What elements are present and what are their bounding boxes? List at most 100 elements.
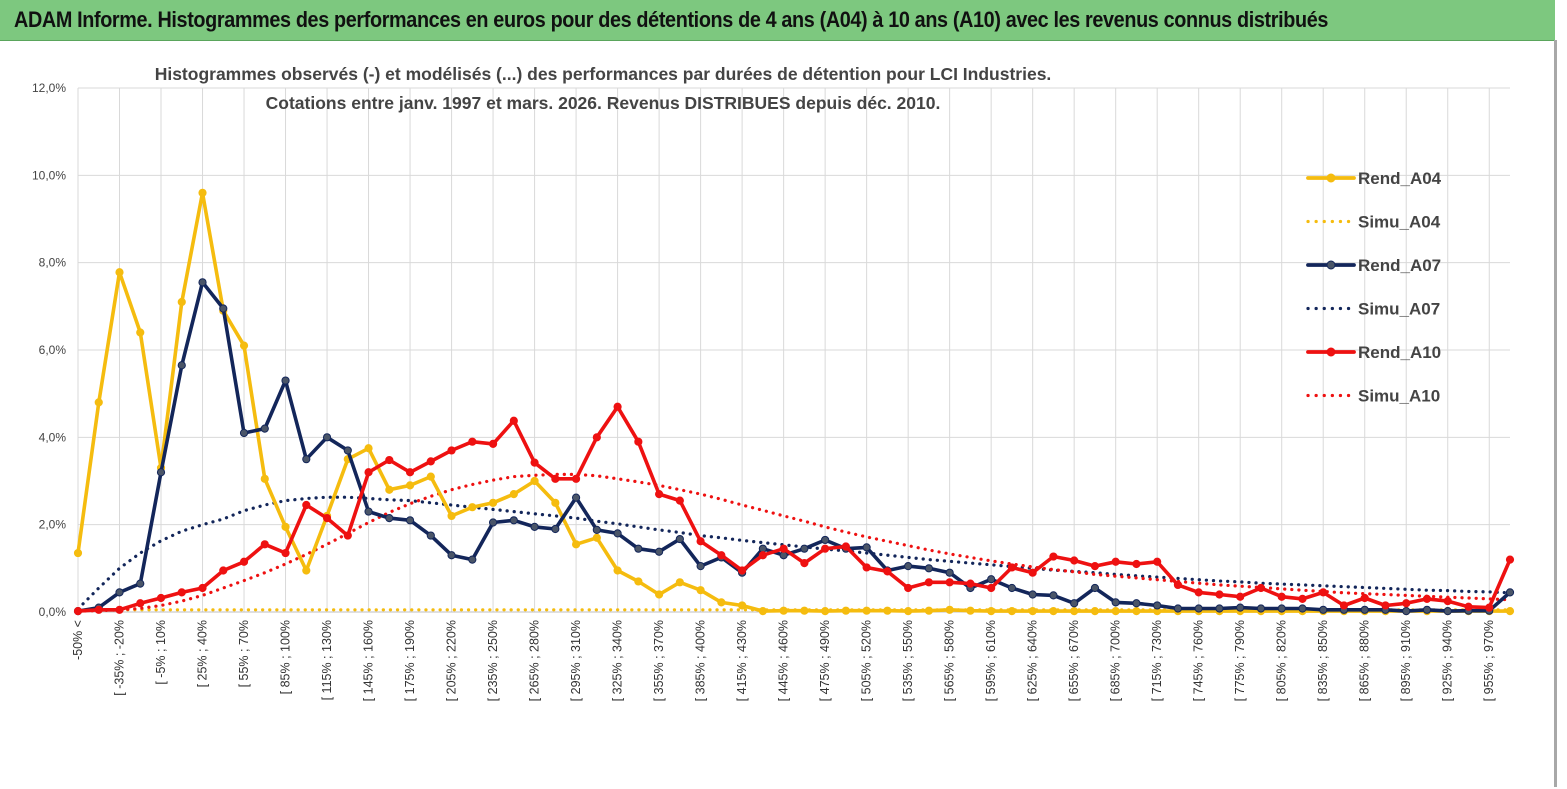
data-point-rend-a07: [260, 424, 269, 433]
x-tick-label: [ 235% ; 250%: [486, 620, 500, 701]
data-point-rend-a10: [364, 468, 373, 477]
data-point-rend-a10: [1028, 568, 1037, 577]
data-point-rend-a10: [1443, 596, 1452, 606]
data-point-rend-a10: [551, 474, 560, 483]
data-point-rend-a07: [198, 278, 207, 287]
legend-label: Simu_A04: [1358, 213, 1441, 232]
data-point-rend-a04: [1007, 607, 1017, 616]
data-point-rend-a07: [1070, 599, 1079, 608]
data-point-rend-a10: [385, 455, 394, 465]
data-point-rend-a10: [613, 402, 622, 411]
data-point-rend-a10: [1402, 599, 1411, 608]
x-tick-label: [ 715% ; 730%: [1150, 620, 1164, 701]
data-point-rend-a07: [1049, 591, 1058, 600]
data-point-rend-a10: [1070, 556, 1079, 565]
data-point-rend-a07: [364, 507, 373, 516]
data-point-rend-a04: [447, 511, 456, 521]
x-tick-label: [ 355% ; 370%: [652, 620, 666, 701]
y-tick-label: 8,0%: [39, 256, 67, 270]
report-banner: ADAM Informe. Histogrammes des performan…: [0, 0, 1555, 41]
data-point-rend-a04: [862, 606, 871, 615]
data-point-rend-a07: [1256, 604, 1266, 613]
x-tick-label: [ 145% ; 160%: [362, 620, 376, 701]
data-point-rend-a04: [904, 607, 913, 616]
x-tick-label: [ -35% ; -20%: [113, 620, 127, 696]
data-point-rend-a10: [862, 563, 871, 572]
data-point-rend-a04: [260, 474, 269, 483]
data-point-rend-a10: [758, 551, 767, 560]
data-point-rend-a10: [94, 605, 103, 614]
data-point-rend-a04: [738, 601, 747, 610]
data-point-rend-a10: [966, 579, 975, 588]
data-point-rend-a10: [1132, 559, 1141, 569]
series-line-simu-a07: [76, 495, 1512, 611]
data-point-rend-a10: [1298, 594, 1307, 604]
data-point-rend-a07: [1215, 604, 1224, 613]
x-tick-label: [ 745% ; 760%: [1192, 620, 1206, 701]
data-point-rend-a10: [239, 557, 249, 566]
x-tick-label: [ 325% ; 340%: [611, 620, 625, 701]
legend-label: Simu_A10: [1358, 387, 1440, 406]
data-point-rend-a10: [1256, 583, 1266, 593]
data-point-rend-a10: [468, 437, 477, 446]
data-point-rend-a07: [447, 551, 456, 560]
x-tick-label: [ 175% ; 190%: [403, 620, 417, 701]
data-point-rend-a10: [1381, 601, 1390, 610]
data-point-rend-a10: [343, 531, 352, 540]
data-point-rend-a07: [904, 562, 913, 571]
data-point-rend-a07: [302, 455, 311, 464]
data-point-rend-a10: [73, 607, 83, 616]
x-tick-label: [ -5% ; 10%: [154, 620, 168, 685]
data-point-rend-a10: [904, 583, 913, 593]
data-point-rend-a04: [571, 540, 581, 549]
data-point-rend-a10: [1153, 557, 1162, 566]
data-point-rend-a04: [966, 606, 975, 615]
data-point-rend-a10: [1049, 552, 1058, 561]
data-point-rend-a10: [322, 514, 332, 523]
data-point-rend-a07: [696, 562, 705, 571]
legend-marker: [1326, 260, 1336, 270]
data-point-rend-a07: [1173, 604, 1183, 613]
legend-marker: [1326, 347, 1336, 357]
data-point-rend-a10: [1173, 580, 1183, 590]
data-point-rend-a07: [405, 516, 415, 525]
series-line-simu-a10: [76, 472, 1512, 613]
x-tick-label: [ 265% ; 280%: [528, 620, 542, 701]
data-point-rend-a04: [364, 444, 373, 453]
y-tick-label: 2,0%: [39, 518, 67, 532]
chart-title-line-1: Histogrammes observés (-) et modélisés (…: [155, 64, 1052, 84]
data-point-rend-a04: [987, 607, 996, 616]
data-point-rend-a04: [613, 566, 622, 575]
data-point-rend-a07: [219, 304, 228, 313]
data-point-rend-a10: [115, 605, 124, 614]
data-point-rend-a10: [1111, 557, 1120, 566]
data-point-rend-a07: [592, 525, 601, 535]
data-point-rend-a10: [696, 537, 705, 546]
x-tick-label: [ 655% ; 670%: [1067, 620, 1081, 701]
data-point-rend-a10: [779, 544, 788, 553]
data-point-rend-a10: [1360, 593, 1369, 603]
data-point-rend-a10: [1194, 588, 1203, 597]
data-point-rend-a10: [1090, 562, 1100, 571]
x-tick-label: [ 295% ; 310%: [569, 620, 583, 701]
data-point-rend-a10: [1007, 563, 1017, 572]
x-tick-label: [ 385% ; 400%: [694, 620, 708, 701]
data-point-rend-a04: [405, 481, 415, 490]
data-point-rend-a04: [592, 533, 601, 542]
data-point-rend-a04: [198, 188, 207, 197]
data-point-rend-a10: [136, 599, 145, 608]
data-point-rend-a07: [800, 544, 809, 553]
data-point-rend-a04: [488, 498, 498, 507]
data-point-rend-a10: [1464, 602, 1473, 611]
data-point-rend-a04: [1090, 607, 1100, 616]
data-point-rend-a10: [841, 542, 850, 551]
x-tick-label: [ 925% ; 940%: [1441, 620, 1455, 701]
data-point-rend-a07: [1028, 590, 1037, 599]
y-tick-label: 12,0%: [32, 81, 66, 95]
x-tick-label: [ 505% ; 520%: [860, 620, 874, 701]
data-point-rend-a04: [696, 586, 705, 595]
data-point-rend-a10: [405, 468, 415, 477]
series-line-rend-a10: [76, 404, 1512, 613]
data-point-rend-a04: [841, 606, 850, 615]
